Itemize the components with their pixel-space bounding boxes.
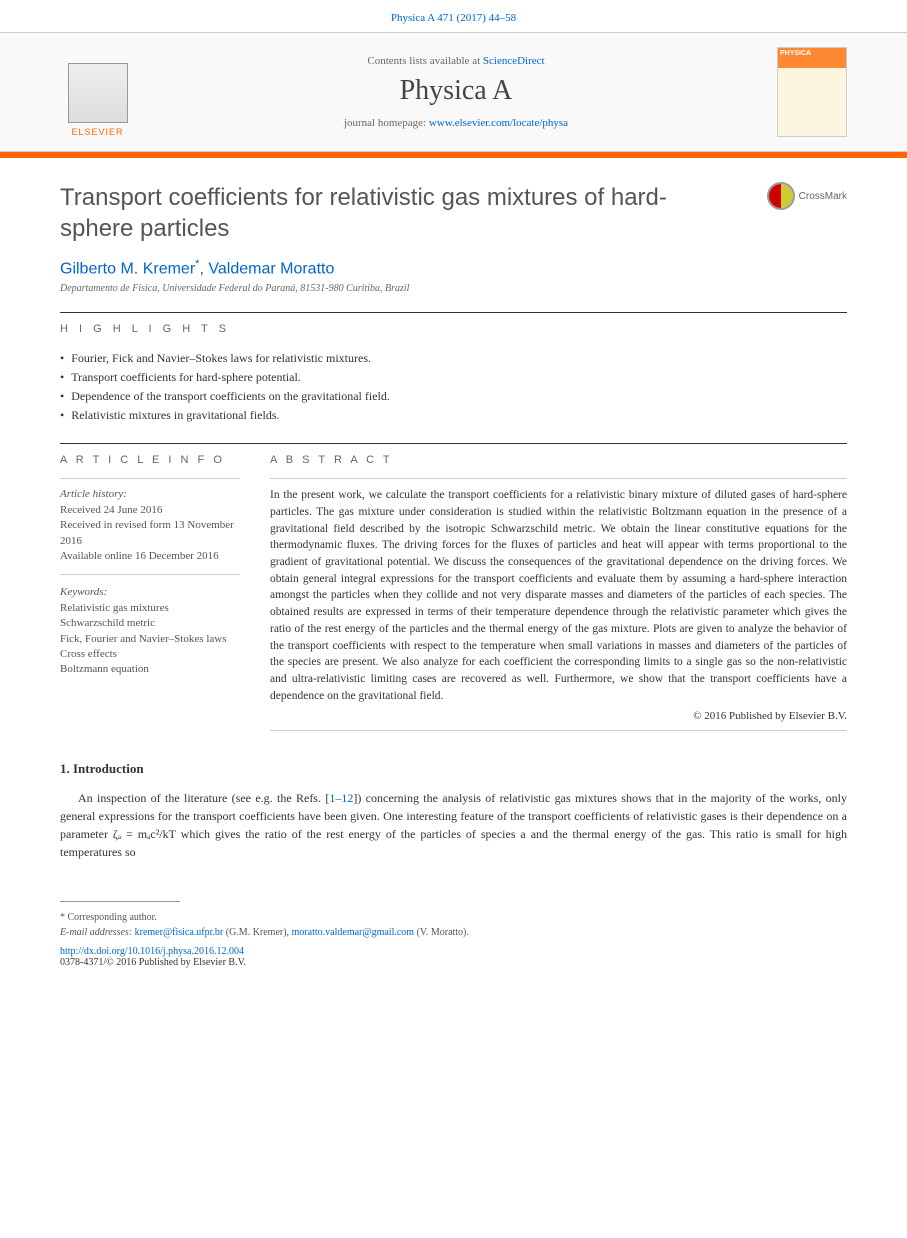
email-who-1: (G.M. Kremer), [223,927,291,938]
history-label: Article history: [60,487,240,502]
highlight-item: Transport coefficients for hard-sphere p… [60,368,847,387]
doi-block: http://dx.doi.org/10.1016/j.physa.2016.1… [60,946,847,968]
abstract-copyright: © 2016 Published by Elsevier B.V. [270,710,847,722]
footnotes: * Corresponding author. E-mail addresses… [60,910,847,940]
intro-paragraph: An inspection of the literature (see e.g… [60,789,847,861]
online-date: Available online 16 December 2016 [60,549,240,564]
keyword: Schwarzschild metric [60,616,240,631]
footnote-rule [60,901,180,902]
elsevier-text: ELSEVIER [71,127,123,137]
author-link-1[interactable]: Gilberto M. Kremer [60,261,195,278]
keywords-label: Keywords: [60,585,240,600]
highlight-item: Fourier, Fick and Navier–Stokes laws for… [60,349,847,368]
received-date: Received 24 June 2016 [60,503,240,518]
authors: Gilberto M. Kremer*, Valdemar Moratto [60,258,847,278]
banner-center: Contents lists available at ScienceDirec… [135,55,777,129]
keyword: Fick, Fourier and Navier–Stokes laws [60,632,240,647]
emails-line: E-mail addresses: kremer@fisica.ufpr.br … [60,925,847,940]
author-link-2[interactable]: Valdemar Moratto [208,261,334,278]
homepage-prefix: journal homepage: [344,117,429,129]
cover-label: PHYSICA [778,48,846,68]
info-abstract-row: A R T I C L E I N F O Article history: R… [60,454,847,731]
abstract-col: A B S T R A C T In the present work, we … [270,454,847,731]
ref-link[interactable]: 1–12 [329,791,353,805]
abstract-text: In the present work, we calculate the tr… [270,487,847,704]
journal-cover-thumb[interactable]: PHYSICA [777,47,847,137]
title-row: Transport coefficients for relativistic … [60,182,847,244]
article-title: Transport coefficients for relativistic … [60,182,700,244]
keyword: Cross effects [60,647,240,662]
crossmark-label: CrossMark [799,191,847,202]
issn-line: 0378-4371/© 2016 Published by Elsevier B… [60,957,246,968]
intro-heading: 1. Introduction [60,761,847,777]
contents-prefix: Contents lists available at [367,55,482,67]
header-citation: Physica A 471 (2017) 44–58 [0,0,907,32]
email-link-2[interactable]: moratto.valdemar@gmail.com [292,927,415,938]
crossmark-badge[interactable]: CrossMark [767,182,847,210]
article-info-col: A R T I C L E I N F O Article history: R… [60,454,240,731]
email-label: E-mail addresses: [60,927,135,938]
article-history: Article history: Received 24 June 2016 R… [60,487,240,677]
highlight-item: Relativistic mixtures in gravitational f… [60,406,847,425]
homepage-line: journal homepage: www.elsevier.com/locat… [135,117,777,129]
crossmark-icon [767,182,795,210]
info-label: A R T I C L E I N F O [60,454,240,466]
journal-name: Physica A [135,75,777,107]
rule-1 [60,312,847,313]
revised-date: Received in revised form 13 November 201… [60,518,240,549]
highlights-label: H I G H L I G H T S [60,323,847,335]
elsevier-logo[interactable]: ELSEVIER [60,47,135,137]
homepage-link[interactable]: www.elsevier.com/locate/physa [429,117,568,129]
header-banner: ELSEVIER Contents lists available at Sci… [0,32,907,152]
keyword: Relativistic gas mixtures [60,601,240,616]
abstract-rule [270,478,847,479]
rule-2 [60,443,847,444]
corr-author-note: * Corresponding author. [60,910,847,925]
abstract-label: A B S T R A C T [270,454,847,466]
citation-link[interactable]: Physica A 471 (2017) 44–58 [391,12,516,24]
keyword: Boltzmann equation [60,662,240,677]
intro-pre: An inspection of the literature (see e.g… [78,791,329,805]
email-who-2: (V. Moratto). [414,927,469,938]
content: Transport coefficients for relativistic … [0,158,907,988]
affiliation: Departamento de Física, Universidade Fed… [60,283,847,294]
highlights-list: Fourier, Fick and Navier–Stokes laws for… [60,349,847,426]
info-sep [60,574,240,575]
highlight-item: Dependence of the transport coefficients… [60,387,847,406]
elsevier-tree-icon [68,63,128,123]
abstract-bottom-rule [270,730,847,731]
contents-line: Contents lists available at ScienceDirec… [135,55,777,67]
email-link-1[interactable]: kremer@fisica.ufpr.br [135,927,224,938]
doi-link[interactable]: http://dx.doi.org/10.1016/j.physa.2016.1… [60,946,244,957]
info-rule [60,478,240,479]
sciencedirect-link[interactable]: ScienceDirect [483,55,545,67]
